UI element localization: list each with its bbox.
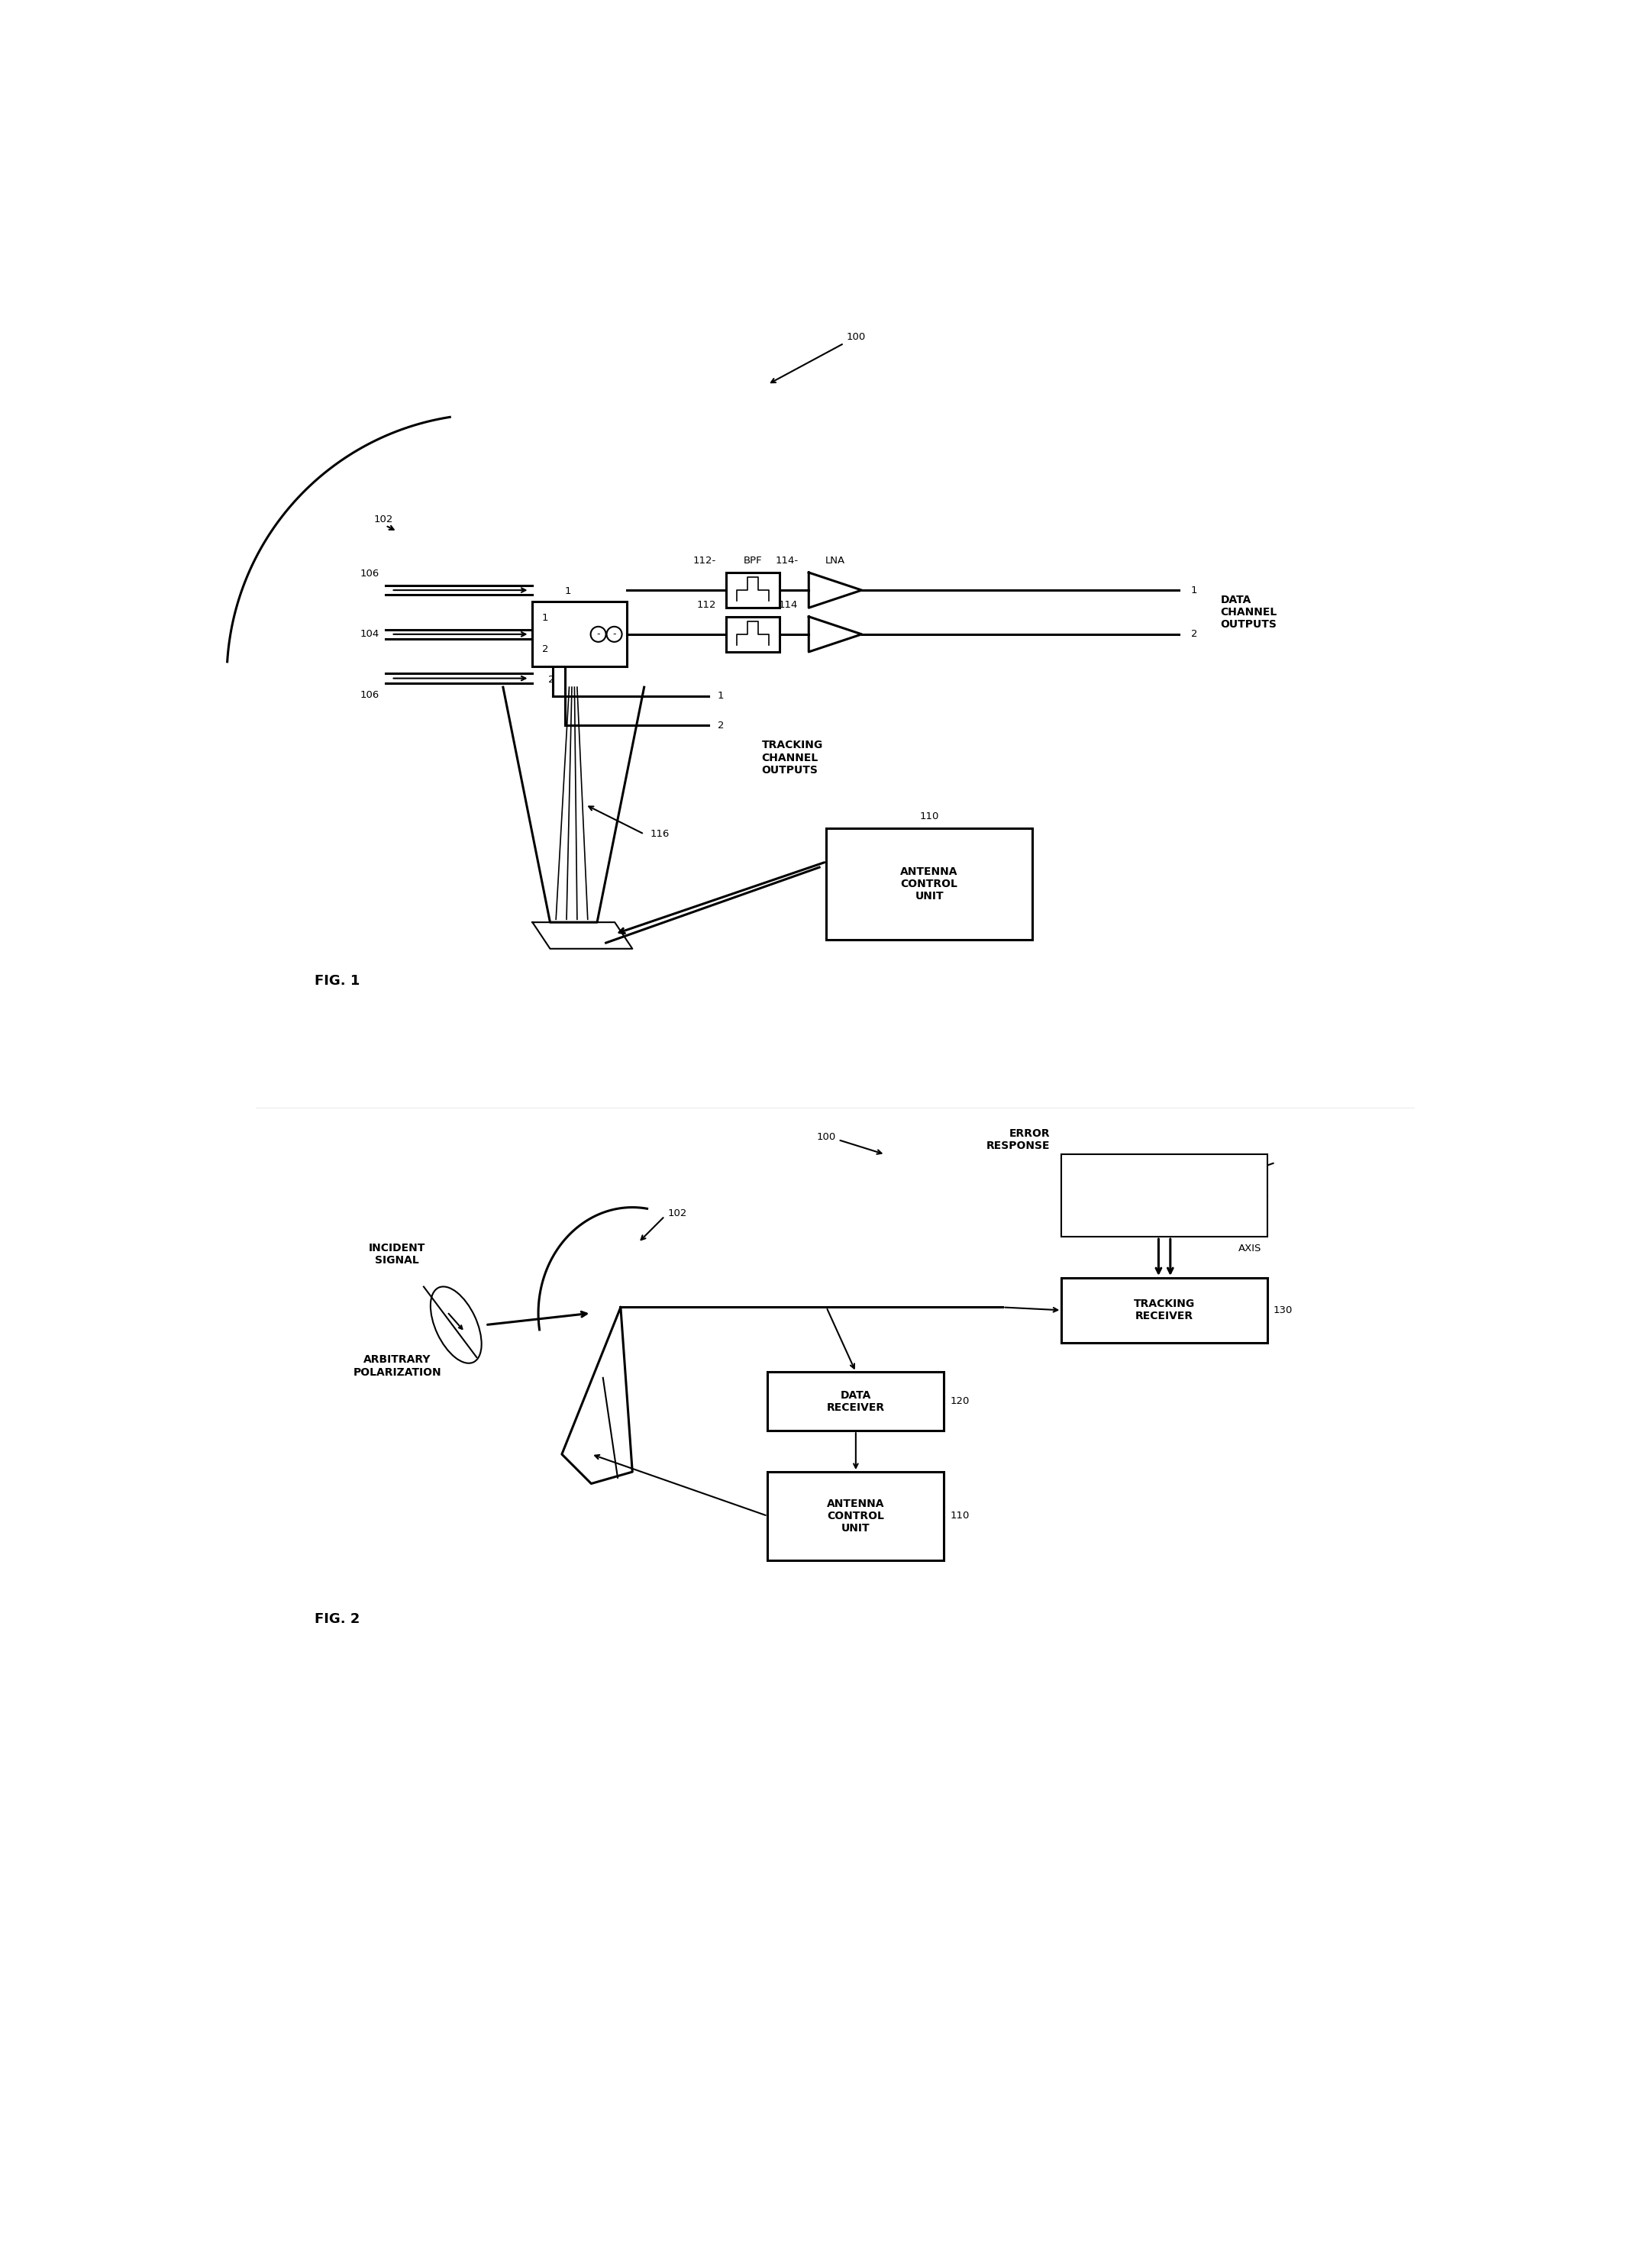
Text: 2: 2 <box>548 674 554 685</box>
Bar <box>533 601 626 667</box>
Text: 104: 104 <box>361 628 379 640</box>
Text: 2: 2 <box>718 721 725 730</box>
Text: 1: 1 <box>718 692 725 701</box>
Text: TRACKING
CHANNEL
OUTPUTS: TRACKING CHANNEL OUTPUTS <box>761 739 823 776</box>
Bar <box>727 617 779 651</box>
Text: 100: 100 <box>817 1132 836 1141</box>
Bar <box>768 1472 945 1560</box>
Text: 110: 110 <box>950 1510 969 1522</box>
Text: DATA
CHANNEL
OUTPUTS: DATA CHANNEL OUTPUTS <box>1220 594 1278 631</box>
Text: FIG. 2: FIG. 2 <box>315 1613 361 1626</box>
Text: 102: 102 <box>374 515 394 524</box>
Text: 100: 100 <box>846 333 866 342</box>
Text: 1: 1 <box>564 587 571 596</box>
Text: 106: 106 <box>361 569 379 578</box>
Text: 114-: 114- <box>776 556 799 565</box>
Bar <box>1061 1154 1268 1236</box>
Text: 1: 1 <box>543 612 549 624</box>
Text: 102: 102 <box>667 1209 687 1218</box>
Text: 112: 112 <box>697 601 717 610</box>
Bar <box>1061 1277 1268 1343</box>
Text: ANTENNA
CONTROL
UNIT: ANTENNA CONTROL UNIT <box>900 866 958 903</box>
Text: BPF: BPF <box>743 556 763 565</box>
Text: LNA: LNA <box>825 556 845 565</box>
Text: 106: 106 <box>361 689 379 701</box>
Text: -: - <box>597 628 600 640</box>
Text: TRACKING
RECEIVER: TRACKING RECEIVER <box>1133 1300 1196 1322</box>
Text: ANTENNA
CONTROL
UNIT: ANTENNA CONTROL UNIT <box>827 1499 884 1533</box>
Text: 116: 116 <box>649 830 669 839</box>
Bar <box>827 828 1032 939</box>
Text: INCIDENT
SIGNAL: INCIDENT SIGNAL <box>369 1243 426 1266</box>
Text: 114: 114 <box>779 601 799 610</box>
Text: 130: 130 <box>1273 1306 1292 1315</box>
Text: 110: 110 <box>920 812 940 821</box>
Text: 2: 2 <box>1191 628 1197 640</box>
Bar <box>727 572 779 608</box>
Text: 1: 1 <box>1191 585 1197 594</box>
Text: 112-: 112- <box>692 556 717 565</box>
Text: -: - <box>613 628 617 640</box>
Text: ARBITRARY
POLARIZATION: ARBITRARY POLARIZATION <box>353 1354 441 1377</box>
Text: AXIS: AXIS <box>1238 1243 1261 1254</box>
Bar <box>768 1372 945 1431</box>
Text: DATA
RECEIVER: DATA RECEIVER <box>827 1390 886 1413</box>
Text: FIG. 1: FIG. 1 <box>315 975 361 989</box>
Text: ERROR
RESPONSE: ERROR RESPONSE <box>986 1127 1050 1152</box>
Text: 2: 2 <box>543 644 549 653</box>
Text: 120: 120 <box>950 1397 969 1406</box>
